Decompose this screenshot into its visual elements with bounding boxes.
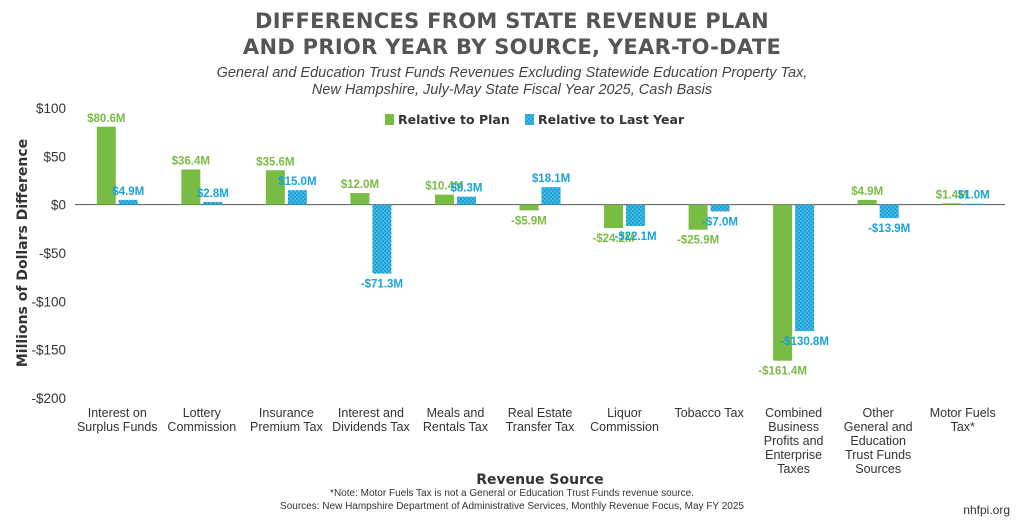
legend: Relative to Plan Relative to Last Year	[385, 112, 685, 127]
x-tick-label: Premium Tax	[250, 420, 323, 434]
bar-relative-to-plan	[434, 194, 454, 205]
y-tick-label: -$50	[39, 246, 66, 261]
x-tick-label: Sources	[855, 462, 901, 476]
data-label-last-year: $18.1M	[532, 173, 570, 185]
bar-relative-to-plan	[519, 204, 539, 211]
data-label-plan: $36.4M	[172, 155, 210, 167]
data-label-plan: -$24.2M	[592, 233, 634, 245]
data-label-plan: $4.9M	[851, 186, 883, 198]
x-tick-label: Business	[768, 420, 819, 434]
bars	[96, 126, 984, 361]
subtitle-line-1: General and Education Trust Funds Revenu…	[216, 65, 808, 81]
subtitle-line-2: New Hampshire, July-May State Fiscal Yea…	[311, 82, 713, 98]
title-line-2: AND PRIOR YEAR BY SOURCE, YEAR-TO-DATE	[242, 35, 782, 59]
x-tick-label: Enterprise	[765, 448, 822, 462]
bar-relative-to-plan	[604, 204, 624, 229]
bar-relative-to-plan	[350, 193, 370, 205]
bar-relative-to-plan	[857, 199, 877, 205]
bar-relative-to-plan	[181, 169, 201, 205]
x-tick-label: Taxes	[777, 462, 810, 476]
y-tick-label: $0	[51, 198, 66, 213]
y-tick-label: $50	[43, 149, 66, 164]
x-axis-title: Revenue Source	[476, 472, 604, 488]
data-label-last-year: $2.8M	[197, 188, 229, 200]
y-tick-label: -$200	[31, 391, 66, 406]
data-label-last-year: -$71.3M	[361, 279, 403, 291]
x-tick-label: General and	[844, 420, 913, 434]
y-tick-label: $100	[36, 101, 66, 116]
bar-relative-to-last-year	[626, 204, 646, 227]
data-label-plan: $1.4M	[936, 189, 968, 201]
data-label-last-year: -$7.0M	[702, 216, 738, 228]
data-label-last-year: -$130.8M	[780, 336, 829, 348]
bar-relative-to-plan	[265, 170, 285, 205]
chart-title: DIFFERENCES FROM STATE REVENUE PLAN AND …	[0, 8, 1024, 60]
x-tick-label: Transfer Tax	[506, 420, 576, 434]
y-axis-title: Millions of Dollars Difference	[15, 139, 31, 367]
bar-relative-to-last-year	[710, 204, 730, 212]
data-label-plan: $10.4M	[425, 181, 463, 193]
x-tick-label: Tobacco Tax	[674, 406, 744, 420]
bar-relative-to-plan	[773, 204, 793, 361]
bar-relative-to-last-year	[203, 201, 223, 205]
legend-label-plan: Relative to Plan	[398, 112, 510, 127]
data-label-plan: $80.6M	[87, 113, 125, 125]
bar-relative-to-last-year	[879, 204, 899, 219]
data-label-plan: -$5.9M	[511, 215, 547, 227]
legend-swatch-last-year	[525, 114, 534, 125]
footnote-sources: Sources: New Hampshire Department of Adm…	[280, 501, 744, 512]
bar-relative-to-last-year	[456, 196, 476, 205]
bar-relative-to-last-year	[541, 187, 561, 205]
x-tick-label: Tax*	[951, 420, 975, 434]
data-label-last-year: -$22.1M	[614, 231, 656, 243]
x-tick-label: Lottery	[183, 406, 222, 420]
x-tick-label: Dividends Tax	[332, 420, 410, 434]
x-tick-label: Trust Funds	[845, 448, 911, 462]
x-tick-label: Interest and	[338, 406, 404, 420]
x-tick-label: Commission	[167, 420, 236, 434]
chart-subtitle: General and Education Trust Funds Revenu…	[0, 65, 1024, 99]
bar-relative-to-last-year	[287, 190, 307, 205]
bar-relative-to-last-year	[372, 204, 392, 274]
data-label-plan: $12.0M	[341, 179, 379, 191]
bar-relative-to-plan	[688, 204, 708, 230]
x-tick-label: Education	[850, 434, 906, 448]
data-label-plan: -$25.9M	[677, 235, 719, 247]
data-label-last-year: $4.9M	[112, 186, 144, 198]
x-tick-label: Insurance	[259, 406, 314, 420]
y-tick-label: -$100	[31, 294, 66, 309]
data-label-last-year: $8.3M	[450, 183, 482, 195]
x-tick-label: Other	[863, 406, 894, 420]
title-line-1: DIFFERENCES FROM STATE REVENUE PLAN	[254, 9, 770, 33]
data-label-plan: -$161.4M	[758, 366, 807, 378]
legend-swatch-plan	[385, 114, 394, 125]
x-tick-label: Surplus Funds	[77, 420, 158, 434]
bar-relative-to-last-year	[964, 203, 984, 205]
bar-relative-to-plan	[96, 126, 116, 205]
bar-relative-to-plan	[942, 203, 962, 205]
x-tick-label: Profits and	[764, 434, 824, 448]
bar-relative-to-last-year	[118, 199, 138, 205]
footnote-note: *Note: Motor Fuels Tax is not a General …	[330, 488, 694, 499]
x-tick-label: Commission	[590, 420, 659, 434]
legend-label-last-year: Relative to Last Year	[538, 112, 685, 127]
data-label-last-year: -$13.9M	[868, 223, 910, 235]
bar-relative-to-last-year	[795, 204, 815, 332]
x-tick-label: Combined	[765, 406, 822, 420]
data-label-plan: $35.6M	[256, 156, 294, 168]
x-tick-label: Liquor	[607, 406, 642, 420]
x-tick-label: Meals and	[427, 406, 485, 420]
data-labels: $80.6M $4.9M $36.4M $2.8M $35.6M $15.0M $12.0M…	[87, 113, 990, 378]
data-label-last-year: $1.0M	[958, 190, 990, 202]
x-tick-label: Motor Fuels	[930, 406, 996, 420]
x-tick-label: Rentals Tax	[423, 420, 489, 434]
x-tick-label: Real Estate	[508, 406, 573, 420]
data-label-last-year: $15.0M	[278, 176, 316, 188]
credit-link[interactable]: nhfpi.org	[963, 503, 1010, 517]
axes: $100 $50 $0 -$50 -$100 -$150 -$200 Millions of …	[15, 101, 1005, 488]
y-tick-label: -$150	[31, 343, 66, 358]
x-tick-label: Interest on	[88, 406, 147, 420]
